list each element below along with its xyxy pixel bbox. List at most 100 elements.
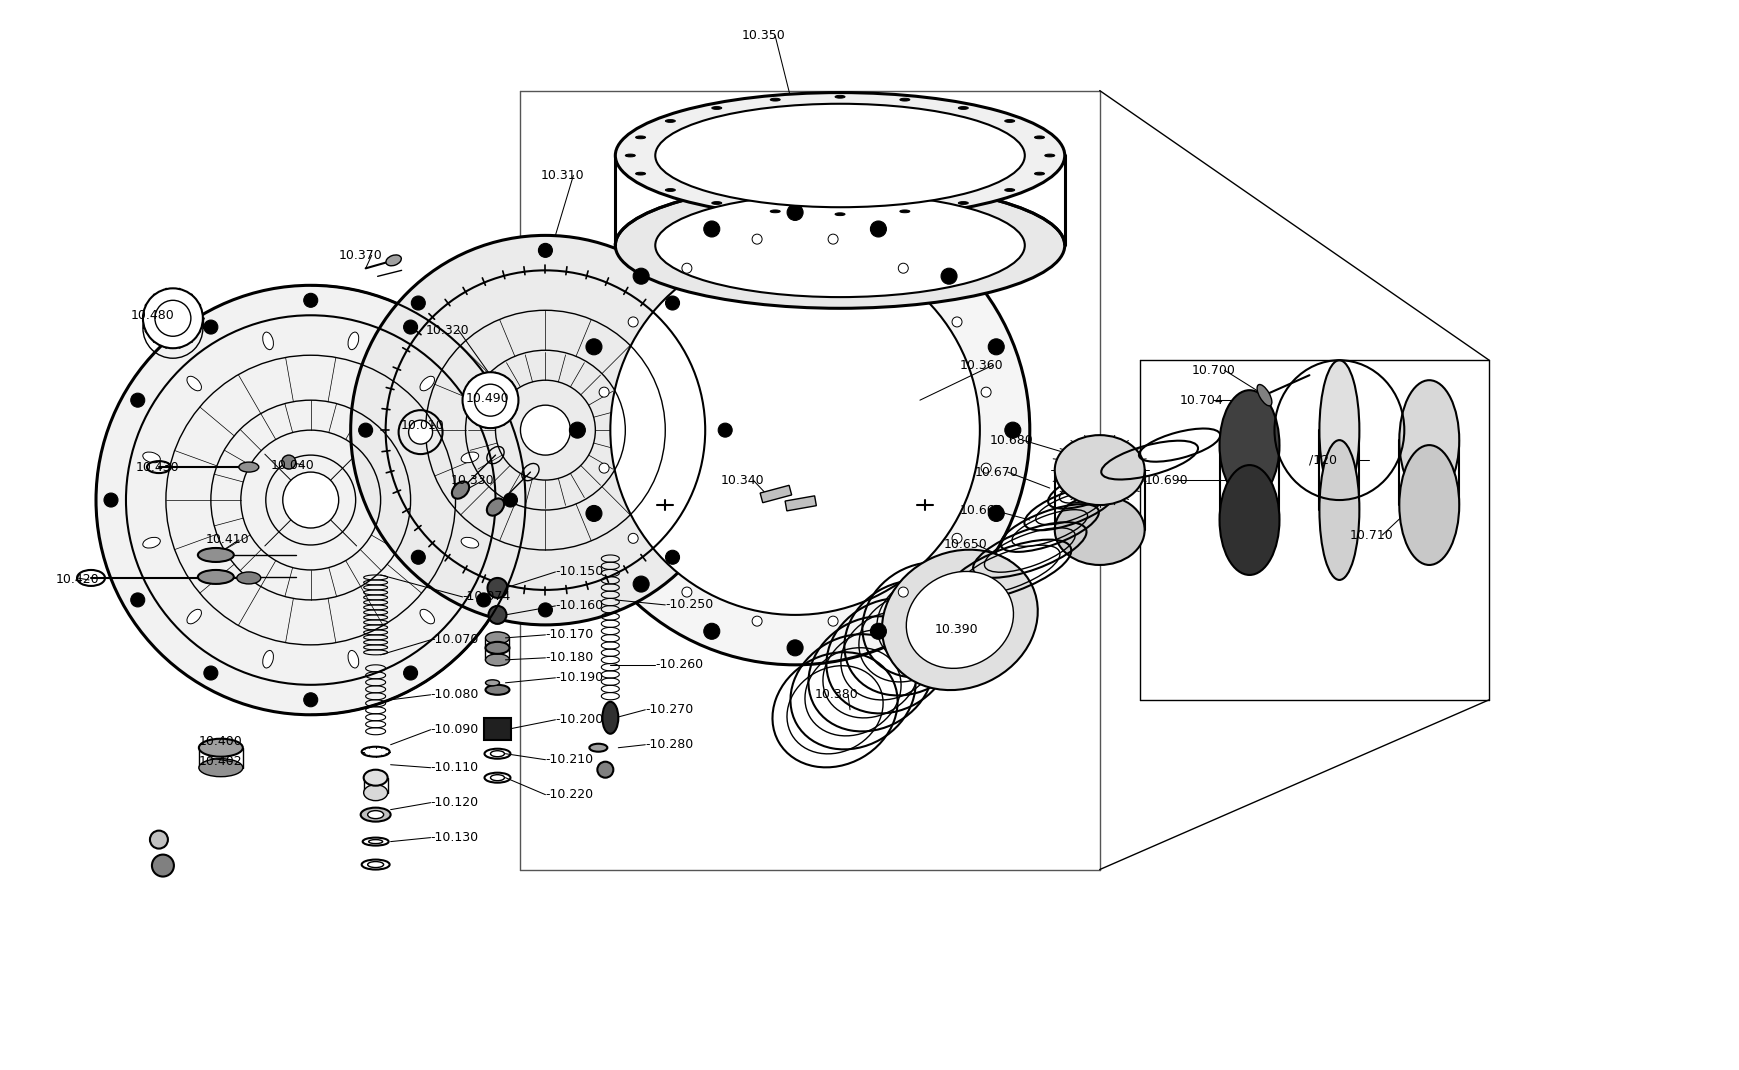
Text: -10.110: -10.110 <box>430 761 478 775</box>
Ellipse shape <box>981 463 991 473</box>
Ellipse shape <box>751 234 762 244</box>
Ellipse shape <box>906 571 1012 669</box>
Ellipse shape <box>828 616 838 626</box>
Ellipse shape <box>828 234 838 244</box>
Ellipse shape <box>96 286 525 715</box>
Ellipse shape <box>770 98 779 101</box>
Ellipse shape <box>786 640 803 656</box>
Ellipse shape <box>870 221 885 236</box>
Ellipse shape <box>616 183 1064 308</box>
Ellipse shape <box>711 107 722 109</box>
Ellipse shape <box>487 499 504 516</box>
Ellipse shape <box>664 188 675 192</box>
Ellipse shape <box>602 702 617 734</box>
Ellipse shape <box>703 624 720 639</box>
Ellipse shape <box>419 377 435 391</box>
Ellipse shape <box>633 576 649 592</box>
Ellipse shape <box>485 642 510 654</box>
Ellipse shape <box>656 194 1024 297</box>
Text: 10.040: 10.040 <box>271 459 315 472</box>
Text: 10.480: 10.480 <box>130 309 174 322</box>
Text: 10.704: 10.704 <box>1179 394 1223 407</box>
Text: 10.670: 10.670 <box>974 465 1017 478</box>
Ellipse shape <box>1035 172 1043 175</box>
Ellipse shape <box>237 572 261 584</box>
Ellipse shape <box>1043 154 1054 157</box>
Text: 10.402: 10.402 <box>198 755 242 768</box>
Ellipse shape <box>363 784 388 800</box>
Ellipse shape <box>283 472 339 528</box>
Ellipse shape <box>1318 361 1358 500</box>
Text: -10.150: -10.150 <box>555 565 603 579</box>
Text: -10.200: -10.200 <box>555 714 603 727</box>
Ellipse shape <box>786 204 803 220</box>
Ellipse shape <box>367 811 383 819</box>
Ellipse shape <box>664 296 680 310</box>
Text: 10.340: 10.340 <box>720 474 763 487</box>
Text: 10.010: 10.010 <box>400 418 443 431</box>
Bar <box>760 486 791 503</box>
Ellipse shape <box>143 288 203 348</box>
Text: 10.410: 10.410 <box>205 534 249 547</box>
Text: -10.074: -10.074 <box>463 591 511 603</box>
Ellipse shape <box>1219 391 1278 500</box>
Ellipse shape <box>870 624 885 639</box>
Ellipse shape <box>304 692 318 707</box>
Ellipse shape <box>348 651 358 668</box>
Text: -10.280: -10.280 <box>645 738 694 751</box>
Text: 10.660: 10.660 <box>960 504 1003 517</box>
Ellipse shape <box>958 107 967 109</box>
Ellipse shape <box>263 332 273 350</box>
Ellipse shape <box>198 548 233 562</box>
Text: -10.180: -10.180 <box>544 652 593 664</box>
Ellipse shape <box>476 393 490 408</box>
Ellipse shape <box>899 210 909 213</box>
Ellipse shape <box>104 493 118 507</box>
Ellipse shape <box>360 808 390 822</box>
Ellipse shape <box>633 269 649 285</box>
Ellipse shape <box>951 533 962 544</box>
Text: 10.330: 10.330 <box>450 474 494 487</box>
Text: 10.380: 10.380 <box>814 688 859 701</box>
Text: 10.400: 10.400 <box>198 735 242 748</box>
Text: 10.360: 10.360 <box>960 358 1003 371</box>
Ellipse shape <box>1256 384 1271 406</box>
Text: 10.700: 10.700 <box>1191 364 1235 377</box>
Ellipse shape <box>958 201 967 204</box>
Text: 10.650: 10.650 <box>943 538 988 551</box>
Ellipse shape <box>882 550 1036 690</box>
Text: 10.420: 10.420 <box>56 574 99 586</box>
Text: -10.250: -10.250 <box>664 598 713 611</box>
Bar <box>483 718 511 739</box>
Ellipse shape <box>635 136 645 139</box>
Ellipse shape <box>461 452 478 462</box>
Ellipse shape <box>130 393 144 408</box>
Ellipse shape <box>537 602 551 617</box>
Text: 10.490: 10.490 <box>466 392 510 404</box>
Ellipse shape <box>520 406 570 455</box>
Ellipse shape <box>1054 435 1144 505</box>
Ellipse shape <box>664 120 675 122</box>
Ellipse shape <box>770 210 779 213</box>
Ellipse shape <box>186 609 202 624</box>
Ellipse shape <box>1035 136 1043 139</box>
Ellipse shape <box>1318 440 1358 580</box>
Ellipse shape <box>560 196 1029 664</box>
Ellipse shape <box>485 679 499 686</box>
Ellipse shape <box>596 762 612 778</box>
Ellipse shape <box>203 666 217 681</box>
Ellipse shape <box>203 320 217 334</box>
Ellipse shape <box>476 593 490 607</box>
Ellipse shape <box>351 235 739 625</box>
Ellipse shape <box>537 243 551 258</box>
Ellipse shape <box>503 493 516 507</box>
Ellipse shape <box>981 387 991 397</box>
Ellipse shape <box>682 263 692 273</box>
Ellipse shape <box>463 372 518 428</box>
Text: -10.080: -10.080 <box>430 688 478 701</box>
Ellipse shape <box>1219 465 1278 575</box>
Ellipse shape <box>143 537 160 548</box>
Ellipse shape <box>941 576 956 592</box>
Text: 10.370: 10.370 <box>339 249 383 262</box>
Ellipse shape <box>897 263 908 273</box>
